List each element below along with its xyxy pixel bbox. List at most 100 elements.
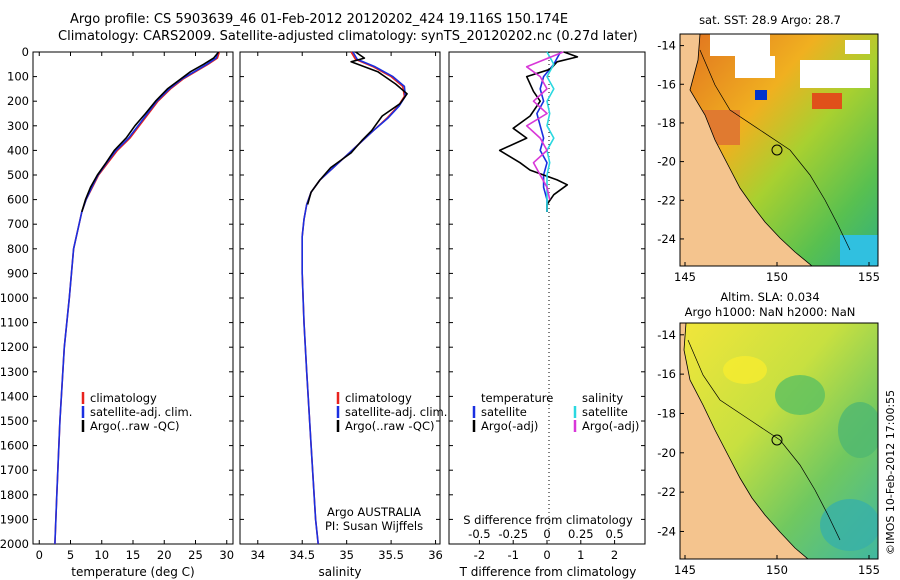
t-diff-tick-label: 2 [611,548,618,562]
depth-tick-label: 1700 [0,463,29,477]
sla-map: Altim. SLA: 0.034 Argo h1000: NaN h2000:… [657,290,880,577]
t-diff-tick-label: 0 [543,548,550,562]
x-tick-label: 15 [126,548,141,562]
sla-map-field [680,323,878,559]
depth-tick-label: 100 [7,70,29,84]
series-line-salinity-satellite [546,51,555,212]
s-diff-tick-label: 0.5 [605,527,623,541]
x-tick-label: 5 [67,548,74,562]
warm-patch [812,93,842,109]
depth-tick-label: 600 [7,193,29,207]
depth-tick-label: 1900 [0,512,29,526]
depth-axis: 0 100 200 300 400 500 600 700 800 900 1000 1100 1200… [0,45,233,551]
lat-tick-label: -14 [657,39,676,53]
shelf-contour [699,49,851,251]
lon-tick-label: 150 [766,270,788,284]
lat-tick-label: -20 [657,446,676,460]
argo-position-marker [771,144,783,156]
legend-satellite-label: satellite-adj. clim. [90,405,192,419]
legend-climatology-label: climatology [90,391,157,405]
sst-map: sat. SST: 28.9 Argo: 28.7 [657,13,880,284]
salinity-x-axis: 34 34.5 35 35.5 36 [250,52,443,562]
sst-map-field [680,34,878,266]
temperature-x-label: temperature (deg C) [71,565,194,579]
s-diff-tick-label: -0.25 [498,527,528,541]
lat-tick-label: -16 [657,77,676,91]
depth-tick-label: 900 [7,266,29,280]
x-tick-label: 20 [157,548,172,562]
difference-y-ticks [449,51,645,545]
depth-tick-label: 2000 [0,537,29,551]
legend-s-satellite-label: satellite [582,405,628,419]
cold-patch [755,90,767,100]
sst-map-axes: -14 -16 -18 -20 -22 -24 145 150 155 [657,39,880,284]
sst-map-frame [679,33,879,267]
argo-position-marker [771,434,783,446]
x-tick-label: 10 [94,548,109,562]
x-tick-label: 30 [219,548,234,562]
x-tick-label: 36 [428,548,443,562]
legend-temperature-header: temperature [481,391,553,405]
cool-patch [840,235,878,266]
series-line-argo-raw-qc [306,51,408,205]
temperature-plot-frame [32,51,234,545]
x-tick-label: 34 [250,548,265,562]
lat-tick-label: -16 [657,367,676,381]
depth-tick-label: 1300 [0,365,29,379]
sla-anomaly [723,356,767,384]
lat-tick-label: -24 [657,524,676,538]
difference-lines [498,51,579,212]
temperature-panel: 0100200300400500600700800900100011001200… [0,45,234,579]
series-line-satellite-adj-clim [301,51,407,545]
depth-tick-label: 1200 [0,340,29,354]
figure-title-line1: Argo profile: CS 5903639_46 01-Feb-2012 … [70,12,569,27]
sla-map-subtitle: Argo h1000: NaN h2000: NaN [685,305,856,319]
legend-satellite-label: satellite-adj. clim. [345,405,447,419]
sla-anomaly [820,499,878,551]
t-diff-tick-label: 1 [577,548,584,562]
lat-tick-label: -22 [657,193,676,207]
sla-anomaly [838,402,878,458]
lon-tick-label: 150 [766,563,788,577]
lon-tick-label: 155 [858,563,880,577]
depth-tick-label: 500 [7,168,29,182]
legend-argo-label: Argo(..raw -QC) [90,419,180,433]
legend-s-argo-label: Argo(-adj) [582,419,639,433]
legend-climatology-label: climatology [345,391,412,405]
coastline-land [680,34,813,266]
series-line-climatology [301,51,406,545]
depth-tick-label: 700 [7,217,29,231]
t-diff-tick-label: -2 [474,548,485,562]
salinity-legend: climatology satellite-adj. clim. Argo(..… [336,391,447,433]
legend-t-satellite-label: satellite [481,405,527,419]
s-diff-tick-label: 0 [543,527,550,541]
lon-tick-label: 145 [674,270,696,284]
lat-tick-label: -18 [657,406,676,420]
depth-tick-label: 1400 [0,389,29,403]
lat-tick-label: -14 [657,328,676,342]
temperature-lines [54,51,221,545]
depth-tick-label: 1500 [0,414,29,428]
x-tick-label: 35.5 [378,548,404,562]
difference-panel: -2 -1 0 1 2 -0.5 -0.25 0 0.25 0.5 S difference fr… [448,51,646,579]
lon-tick-label: 145 [674,563,696,577]
salinity-lines [301,51,408,545]
lat-tick-label: -20 [657,155,676,169]
float-pi-label: PI: Susan Wijffels [325,519,423,533]
sst-map-title: sat. SST: 28.9 Argo: 28.7 [699,13,841,27]
salinity-x-label: salinity [318,565,361,579]
cloud-mask [710,34,770,56]
cloud-mask [735,56,775,78]
sla-map-title: Altim. SLA: 0.034 [720,290,819,304]
copyright-label: ©IMOS 10-Feb-2012 17:00:55 [884,389,897,555]
s-difference-label: S difference from climatology [463,513,633,527]
t-difference-label: T difference from climatology [459,565,637,579]
depth-tick-label: 300 [7,119,29,133]
cloud-mask [845,40,870,54]
x-tick-label: 0 [36,548,43,562]
s-diff-tick-label: 0.25 [568,527,594,541]
lat-tick-label: -18 [657,116,676,130]
series-line-satellite-adj-clim [54,51,219,545]
depth-tick-label: 1100 [0,316,29,330]
